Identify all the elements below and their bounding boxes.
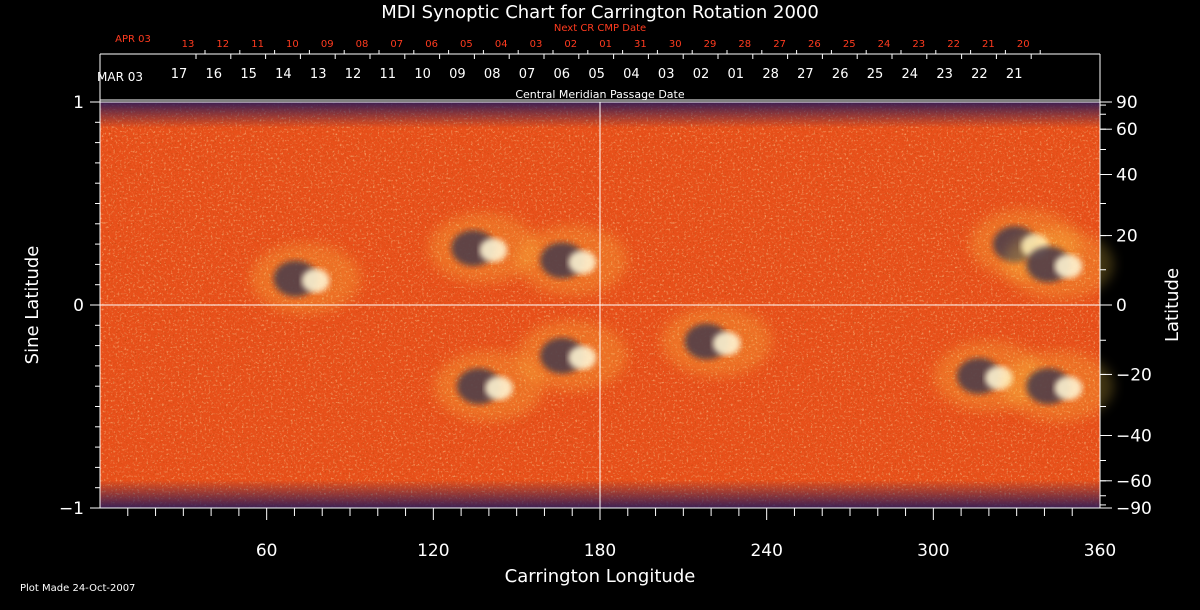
next-cr-date: 25 [843, 39, 856, 50]
x-tick-label: 180 [584, 541, 616, 561]
next-cr-date: 13 [182, 39, 195, 50]
cmp-month: MAR 03 [97, 70, 143, 84]
plage-halo [517, 225, 628, 296]
y-right-tick-label: −60 [1116, 472, 1152, 492]
plot-made-footer: Plot Made 24-Oct-2007 [20, 583, 135, 594]
active-regions [250, 209, 1114, 422]
next-cr-date: 07 [390, 39, 403, 50]
plage-halo [428, 213, 539, 284]
active-region [517, 225, 628, 296]
cmp-date: 23 [936, 67, 953, 82]
next-cr-date: 05 [460, 39, 473, 50]
next-cr-date: 27 [773, 39, 786, 50]
x-tick-label: 60 [256, 541, 278, 561]
next-cr-date: 08 [356, 39, 369, 50]
next-cr-date: 06 [425, 39, 438, 50]
y-right-tick-label: 40 [1116, 166, 1138, 186]
cmp-date: 04 [623, 67, 640, 82]
next-cr-date: 28 [738, 39, 751, 50]
next-cr-date: 11 [251, 39, 264, 50]
cmp-date: 28 [762, 67, 779, 82]
y-left-tick-label: 1 [73, 93, 84, 113]
cmp-date: 24 [902, 67, 919, 82]
cmp-date: 14 [275, 67, 292, 82]
active-region [661, 306, 772, 377]
y-right-tick-label: −40 [1116, 426, 1152, 446]
y-axis-label-right: Latitude [1162, 268, 1183, 342]
next-cr-date: 10 [286, 39, 299, 50]
next-cr-label: Next CR CMP Date [554, 23, 646, 34]
cmp-date: 06 [554, 67, 571, 82]
next-cr-date: 31 [634, 39, 647, 50]
cmp-axis-label: Central Meridian Passage Date [515, 88, 684, 101]
next-cr-date: 30 [669, 39, 682, 50]
y-axis-label-left: Sine Latitude [22, 246, 43, 365]
active-region [433, 351, 544, 422]
x-tick-label: 300 [917, 541, 949, 561]
next-cr-date: 24 [878, 39, 891, 50]
y-right-tick-label: 20 [1116, 227, 1138, 247]
next-cr-date: 09 [321, 39, 334, 50]
cmp-date: 09 [449, 67, 466, 82]
chart-title: MDI Synoptic Chart for Carrington Rotati… [381, 2, 819, 23]
active-region [428, 213, 539, 284]
next-cr-date: 03 [530, 39, 543, 50]
x-tick-label: 360 [1084, 541, 1116, 561]
next-cr-date: 12 [216, 39, 229, 50]
cmp-date: 17 [171, 67, 188, 82]
cmp-date: 22 [971, 67, 988, 82]
cmp-date: 03 [658, 67, 675, 82]
active-region [250, 243, 361, 314]
plage-halo [661, 306, 772, 377]
next-cr-date: 04 [495, 39, 508, 50]
next-cr-date: 21 [982, 39, 995, 50]
y-left-tick-label: 0 [73, 296, 84, 316]
cmp-date: 08 [484, 67, 501, 82]
cmp-date: 15 [240, 67, 257, 82]
next-cr-date: 02 [564, 39, 577, 50]
cmp-date: 10 [414, 67, 431, 82]
plage-halo [433, 351, 544, 422]
cmp-date: 25 [867, 67, 884, 82]
cmp-date: 01 [728, 67, 745, 82]
next-cr-date: 20 [1017, 39, 1030, 50]
cmp-date: 02 [693, 67, 710, 82]
next-cr-date: 01 [599, 39, 612, 50]
x-tick-label: 120 [417, 541, 449, 561]
cmp-date: 07 [519, 67, 536, 82]
y-right-tick-label: 60 [1116, 120, 1138, 140]
plage-halo [250, 243, 361, 314]
x-tick-label: 240 [750, 541, 782, 561]
next-cr-date: 23 [912, 39, 925, 50]
next-cr-date: 22 [947, 39, 960, 50]
cmp-date: 16 [206, 67, 223, 82]
y-left-tick-label: −1 [59, 499, 84, 519]
active-region [1003, 351, 1114, 422]
cmp-date: 12 [345, 67, 362, 82]
plage-halo [1003, 351, 1114, 422]
cmp-date: 26 [832, 67, 849, 82]
y-right-tick-label: 0 [1116, 296, 1127, 316]
date-axes: 13 12 11 10 09 08 07 06 05 04 03 02 01 31 30 29 28 27 26 25… [99, 39, 1101, 102]
cmp-date: 27 [797, 67, 814, 82]
y-right-tick-label: −20 [1116, 365, 1152, 385]
axes: 60 120 180 240 300 360 1 0 −1 90 60 40 20 0 −20 −40 −60 −… [59, 93, 1152, 561]
next-cr-month: APR 03 [115, 34, 151, 45]
cmp-date: 05 [588, 67, 605, 82]
x-axis-label: Carrington Longitude [505, 566, 696, 587]
y-right-tick-label: 90 [1116, 93, 1138, 113]
y-right-tick-label: −90 [1116, 499, 1152, 519]
cmp-date: 13 [310, 67, 327, 82]
active-region [1003, 229, 1114, 300]
cmp-date: 21 [1006, 67, 1023, 82]
next-cr-date: 26 [808, 39, 821, 50]
cmp-date: 11 [380, 67, 397, 82]
next-cr-date: 29 [704, 39, 717, 50]
plage-halo [1003, 229, 1114, 300]
